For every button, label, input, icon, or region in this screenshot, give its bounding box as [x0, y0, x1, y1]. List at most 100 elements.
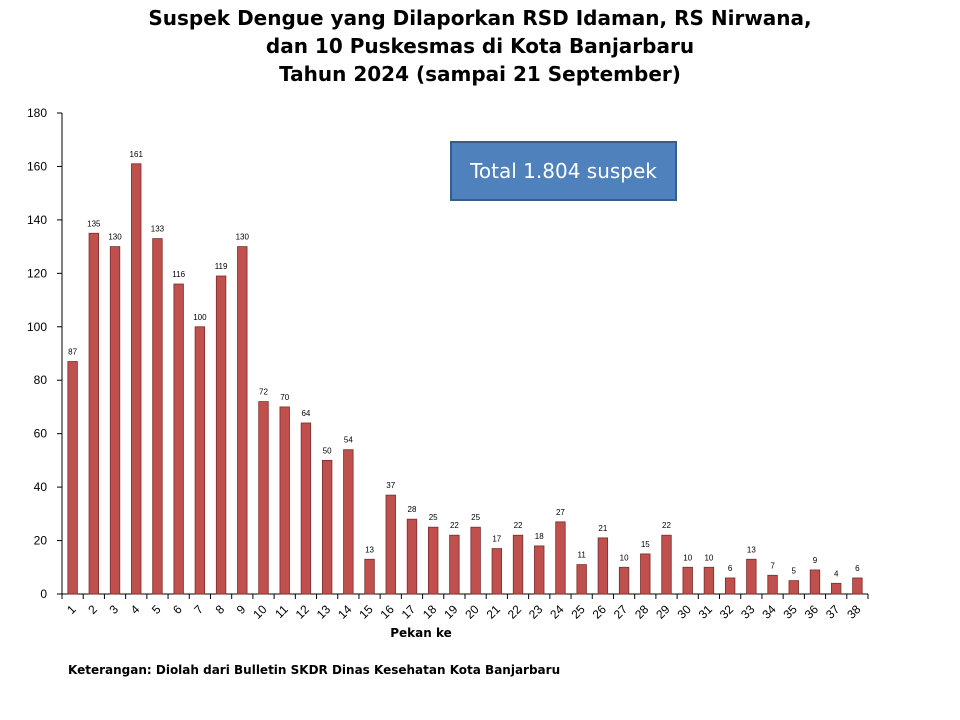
x-tick-label: 32 — [717, 602, 737, 622]
bar — [428, 526, 439, 595]
y-tick-label: 80 — [34, 373, 48, 387]
bar — [88, 232, 99, 595]
total-suspek-label: Total 1.804 suspek — [470, 159, 657, 183]
y-tick-label: 120 — [27, 266, 47, 280]
data-label: 50 — [323, 446, 332, 455]
data-label: 9 — [813, 556, 818, 565]
x-tick-label: 1 — [64, 602, 79, 617]
bar — [321, 459, 333, 595]
x-tick-label: 29 — [653, 602, 673, 622]
x-tick-label: 24 — [547, 602, 567, 622]
bar — [555, 521, 566, 595]
data-label: 18 — [535, 532, 544, 541]
x-tick-label: 25 — [568, 602, 588, 622]
data-label: 10 — [683, 553, 692, 562]
data-label: 21 — [598, 524, 607, 533]
data-label: 6 — [728, 564, 733, 573]
bar — [173, 283, 184, 595]
data-label: 130 — [108, 233, 122, 242]
data-label: 10 — [704, 553, 713, 562]
x-tick-label: 27 — [611, 602, 631, 622]
data-label: 28 — [408, 505, 417, 514]
total-suspek-box: Total 1.804 suspek — [450, 141, 677, 201]
bar — [767, 574, 778, 595]
bar — [724, 577, 736, 595]
data-label: 116 — [172, 270, 185, 279]
data-label: 25 — [471, 513, 480, 522]
x-tick-label: 10 — [250, 602, 270, 622]
data-label: 135 — [87, 219, 101, 228]
x-tick-label: 36 — [802, 602, 822, 622]
data-label: 22 — [450, 521, 459, 530]
data-label: 72 — [259, 388, 268, 397]
data-label: 22 — [662, 521, 671, 530]
bar — [809, 569, 821, 595]
bar — [258, 401, 269, 595]
x-tick-label: 26 — [590, 602, 610, 622]
x-tick-label: 28 — [632, 602, 652, 622]
title-line-2: dan 10 Puskesmas di Kota Banjarbaru — [265, 34, 695, 58]
x-tick-label: 38 — [844, 602, 864, 622]
data-label: 13 — [747, 545, 756, 554]
x-tick-label: 35 — [781, 602, 801, 622]
x-tick-label: 30 — [674, 602, 694, 622]
bar — [682, 566, 693, 595]
x-tick-label: 34 — [759, 602, 779, 622]
data-label: 11 — [578, 551, 587, 560]
data-label: 133 — [151, 225, 165, 234]
y-tick-label: 0 — [40, 587, 47, 601]
data-label: 6 — [855, 564, 860, 573]
chart-title: Suspek Dengue yang Dilaporkan RSD Idaman… — [0, 4, 960, 88]
bar — [343, 449, 354, 595]
x-tick-label: 5 — [149, 602, 164, 617]
x-axis-title: Pekan ke — [390, 626, 452, 640]
data-label: 22 — [514, 521, 523, 530]
title-line-1: Suspek Dengue yang Dilaporkan RSD Idaman… — [148, 6, 812, 30]
x-tick-label: 31 — [696, 602, 716, 622]
x-tick-label: 4 — [128, 602, 143, 617]
bar — [364, 558, 375, 595]
x-tick-label: 12 — [293, 602, 313, 622]
data-label: 4 — [834, 569, 839, 578]
data-label: 100 — [193, 313, 207, 322]
bar — [300, 422, 312, 595]
bar — [194, 326, 206, 595]
x-tick-label: 20 — [462, 602, 482, 622]
data-label: 17 — [492, 535, 501, 544]
bar — [109, 246, 121, 595]
bar — [597, 537, 609, 595]
x-tick-label: 7 — [191, 602, 206, 617]
y-tick-label: 40 — [34, 480, 48, 494]
x-tick-label: 3 — [107, 602, 122, 617]
x-tick-label: 16 — [378, 602, 398, 622]
data-label: 7 — [770, 561, 775, 570]
y-tick-label: 180 — [27, 106, 47, 120]
data-label: 54 — [344, 436, 353, 445]
y-tick-label: 140 — [27, 213, 47, 227]
bar — [703, 566, 715, 595]
x-tick-label: 13 — [314, 602, 334, 622]
bar — [618, 566, 630, 595]
bar — [131, 163, 142, 595]
bar — [852, 577, 863, 595]
x-tick-label: 37 — [823, 602, 843, 622]
x-tick-label: 19 — [441, 602, 461, 622]
bar — [661, 534, 672, 595]
bar — [640, 553, 651, 595]
y-tick-label: 100 — [27, 320, 47, 334]
x-tick-label: 23 — [526, 602, 546, 622]
bar — [237, 246, 248, 595]
bar — [534, 545, 545, 595]
bar — [406, 518, 418, 595]
bar — [746, 558, 757, 595]
x-tick-label: 21 — [484, 602, 504, 622]
bar — [385, 494, 396, 595]
x-tick-label: 2 — [85, 602, 100, 617]
bar — [279, 406, 290, 595]
data-label: 119 — [215, 262, 228, 271]
bar — [215, 275, 227, 595]
bar — [831, 582, 842, 595]
bar — [491, 548, 502, 595]
x-tick-label: 17 — [399, 602, 419, 622]
